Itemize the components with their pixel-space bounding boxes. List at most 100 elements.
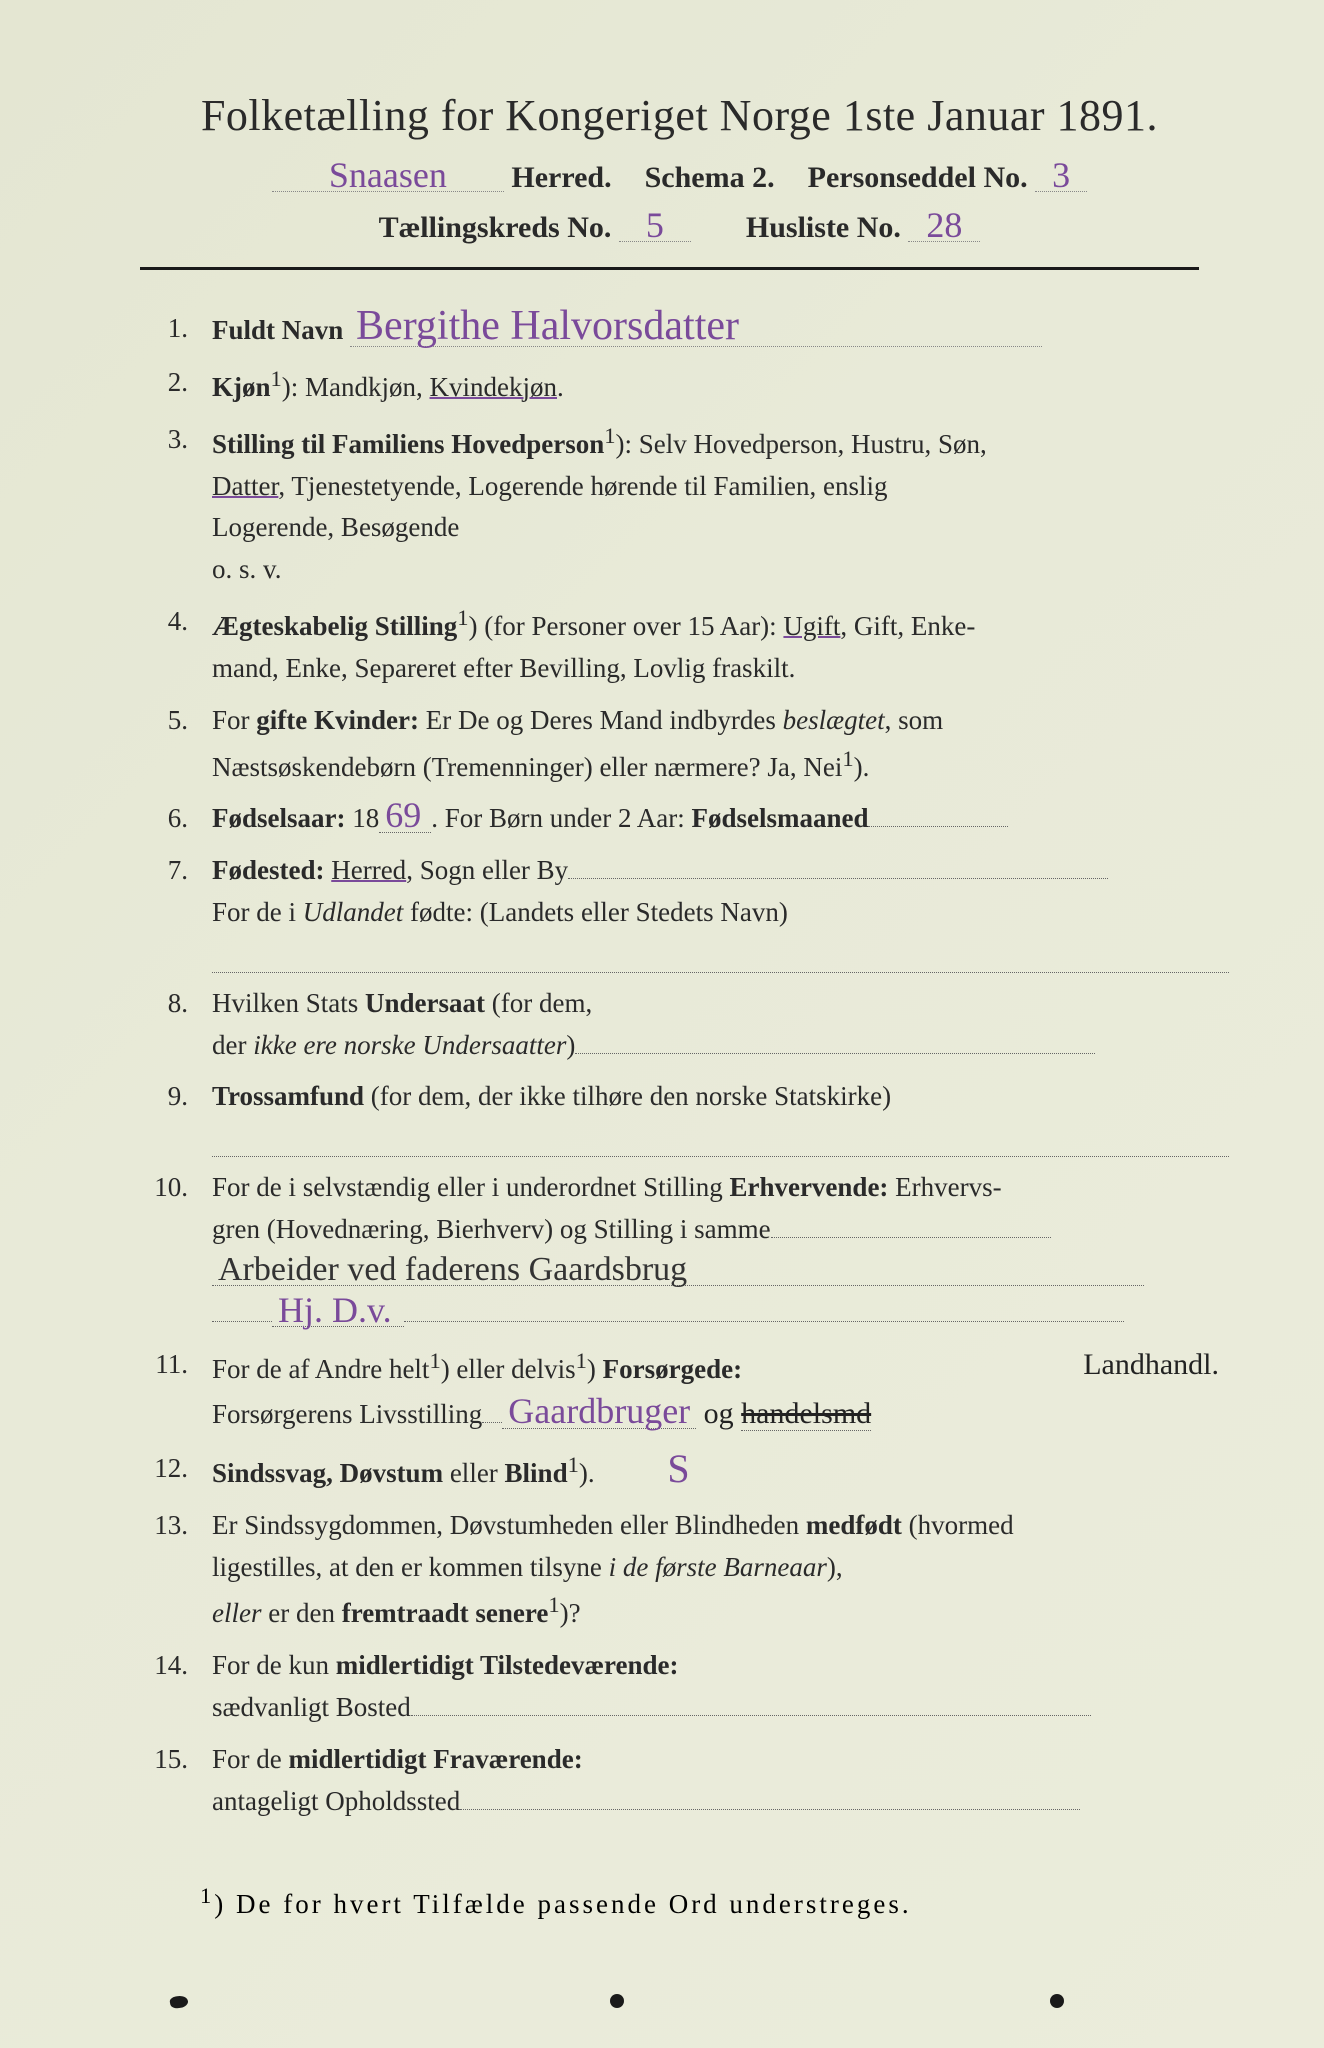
item-num: 12. xyxy=(140,1448,188,1490)
item-10: 10. For de i selvstændig eller i underor… xyxy=(140,1167,1229,1334)
sup: 1 xyxy=(842,746,853,771)
item-label: Undersaat xyxy=(365,988,485,1018)
item-label: Trossamfund xyxy=(212,1081,364,1111)
text: Blind xyxy=(505,1458,568,1488)
text: For de kun xyxy=(212,1650,336,1680)
text: . xyxy=(557,372,564,402)
dotline xyxy=(411,1715,1091,1716)
census-document-page: Folketælling for Kongeriget Norge 1ste J… xyxy=(0,0,1324,2048)
item-14: 14. For de kun midlertidigt Tilstedevære… xyxy=(140,1645,1229,1729)
text: Erhvervs- xyxy=(888,1172,1001,1202)
item-7: 7. Fødested: Herred, Sogn eller By For d… xyxy=(140,850,1229,972)
text: . For Børn under 2 Aar: xyxy=(431,803,691,833)
text: gren (Hovednæring, Bierhverv) og Stillin… xyxy=(212,1214,771,1244)
main-title: Folketælling for Kongeriget Norge 1ste J… xyxy=(130,90,1229,141)
provider-correction: Landhandl. xyxy=(1083,1342,1219,1389)
item-11: 11. For de af Andre helt1) eller delvis1… xyxy=(140,1344,1229,1437)
binding-hole-icon xyxy=(1050,1994,1064,2008)
text: ) (for Personer over 15 Aar): xyxy=(469,611,784,641)
text: )? xyxy=(560,1598,581,1628)
text: Hvilken Stats xyxy=(212,988,365,1018)
text: i de første Barneaar xyxy=(609,1552,827,1582)
item-num: 1. xyxy=(140,308,188,350)
husliste-label: Husliste No. xyxy=(746,211,901,244)
sup: 1 xyxy=(604,423,615,448)
text: sædvanligt Bosted xyxy=(212,1692,411,1722)
text: ligestilles, at den er kommen tilsyne xyxy=(212,1552,609,1582)
husliste-value: 28 xyxy=(908,209,980,242)
form-items: 1. Fuldt Navn Bergithe Halvorsdatter 2. … xyxy=(130,308,1229,1823)
text: der xyxy=(212,1030,253,1060)
sup: 1 xyxy=(548,1592,559,1617)
header-rule xyxy=(140,267,1199,270)
item-9: 9. Trossamfund (for dem, der ikke tilhør… xyxy=(140,1076,1229,1157)
occupation-value2: Hj. D.v. xyxy=(272,1294,404,1327)
item-label: midlertidigt Tilstedeværende: xyxy=(336,1650,679,1680)
sup: 1 xyxy=(200,1883,214,1908)
text: ikke ere norske Undersaatter xyxy=(253,1030,566,1060)
item-15: 15. For de midlertidigt Fraværende: anta… xyxy=(140,1739,1229,1823)
herred-label: Herred. xyxy=(511,161,611,194)
item-label: Fødselsaar: xyxy=(212,803,345,833)
personseddel-label: Personseddel No. xyxy=(808,161,1028,194)
disability-value: S xyxy=(661,1451,695,1487)
text: er den xyxy=(261,1598,341,1628)
sup: 1 xyxy=(457,605,468,630)
header-line-2: Snaasen Herred. Schema 2. Personseddel N… xyxy=(130,159,1229,195)
dotline xyxy=(568,878,1108,879)
item-label: Fuldt Navn xyxy=(212,315,343,345)
sup: 1 xyxy=(271,366,282,391)
sup: 1 xyxy=(568,1452,579,1477)
text: For de i xyxy=(212,897,303,927)
birthplace-selected: Herred xyxy=(331,855,406,885)
text: eller xyxy=(443,1458,504,1488)
text: o. s. v. xyxy=(212,549,1229,591)
header-line-3: Tællingskreds No. 5 Husliste No. 28 xyxy=(130,209,1229,245)
dotline xyxy=(868,826,1008,827)
item-num: 7. xyxy=(140,850,188,892)
item-label: Stilling til Familiens Hovedperson xyxy=(212,429,604,459)
item-label: Sindssvag, Døvstum xyxy=(212,1458,443,1488)
text: For de i selvstændig eller i underordnet… xyxy=(212,1172,729,1202)
birthyear-value: 69 xyxy=(379,799,431,832)
text: mand, Enke, Separeret efter Bevilling, L… xyxy=(212,648,1229,690)
dotline xyxy=(460,1809,1080,1810)
text: ): Selv Hovedperson, Hustru, Søn, xyxy=(616,429,987,459)
binding-hole-icon xyxy=(169,1995,189,2010)
item-num: 8. xyxy=(140,983,188,1025)
relation-selected: Datter xyxy=(212,471,278,501)
text: og xyxy=(696,1397,741,1430)
dotline xyxy=(212,1321,272,1322)
provider-value: Gaardbruger xyxy=(502,1395,696,1428)
document-header: Folketælling for Kongeriget Norge 1ste J… xyxy=(130,90,1229,245)
text: ). xyxy=(854,752,870,782)
text: Næstsøskendebørn (Tremenninger) eller næ… xyxy=(212,752,842,782)
item-num: 13. xyxy=(140,1505,188,1547)
item-12: 12. Sindssvag, Døvstum eller Blind1). S xyxy=(140,1448,1229,1495)
dotline xyxy=(404,1321,1124,1322)
text: fremtraadt senere xyxy=(342,1598,549,1628)
text: For de af Andre helt xyxy=(212,1354,429,1384)
gender-selected: Kvindekjøn xyxy=(430,372,558,402)
footnote: 1) De for hvert Tilfælde passende Ord un… xyxy=(130,1883,1229,1920)
item-label: gifte Kvinder: xyxy=(256,705,419,735)
text: ): Mandkjøn, xyxy=(282,372,430,402)
schema-label: Schema 2. xyxy=(645,161,775,194)
item-8: 8. Hvilken Stats Undersaat (for dem, der… xyxy=(140,983,1229,1067)
item-label: medfødt xyxy=(806,1510,902,1540)
binding-hole-icon xyxy=(610,1994,624,2008)
dotline xyxy=(212,1118,1229,1157)
text: Er Sindssygdommen, Døvstumheden eller Bl… xyxy=(212,1510,806,1540)
occupation-value: Arbeider ved faderens Gaardsbrug xyxy=(212,1255,1144,1287)
item-num: 9. xyxy=(140,1076,188,1118)
dotline xyxy=(575,1053,1095,1054)
text: Logerende, Besøgende xyxy=(212,507,1229,549)
item-num: 3. xyxy=(140,419,188,461)
dotline xyxy=(771,1237,1051,1238)
text: , Gift, Enke- xyxy=(840,611,975,641)
item-label: Fødested: xyxy=(212,855,324,885)
text: eller xyxy=(212,1598,261,1628)
sup: 1 xyxy=(429,1348,440,1373)
text: 18 xyxy=(352,803,379,833)
footnote-text: ) De for hvert Tilfælde passende Ord und… xyxy=(214,1889,911,1919)
